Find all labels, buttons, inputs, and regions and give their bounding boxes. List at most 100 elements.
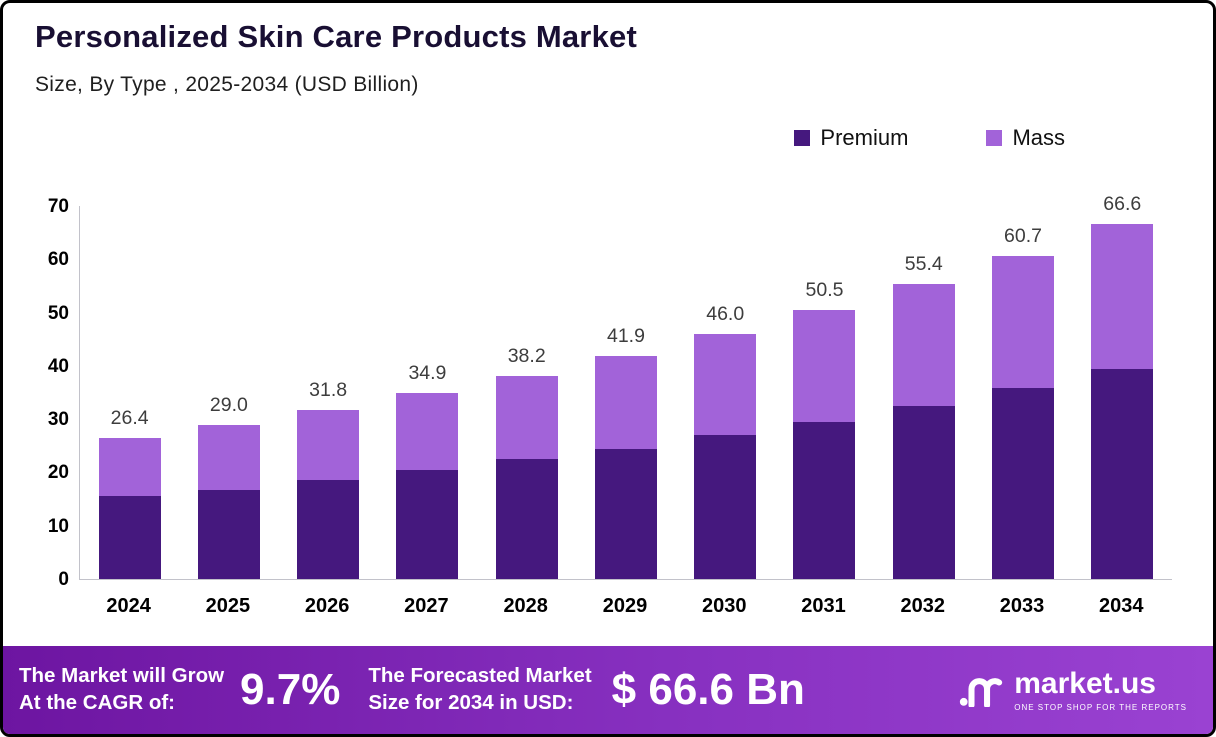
y-tick-label: 70 xyxy=(47,196,69,217)
legend-item-mass: Mass xyxy=(986,125,1065,151)
cagr-label: The Market will Grow At the CAGR of: xyxy=(19,663,224,716)
bar-stack-2033: 60.7 xyxy=(992,225,1055,579)
bar-total-label: 46.0 xyxy=(706,302,745,325)
bar-total-label: 50.5 xyxy=(805,278,844,301)
x-axis-label: 2031 xyxy=(801,595,846,617)
forecast-label: The Forecasted Market Size for 2034 in U… xyxy=(368,663,591,716)
y-tick-label: 50 xyxy=(47,302,69,324)
bar-stack-2031: 50.5 xyxy=(793,279,856,579)
bar-segment-premium xyxy=(297,479,360,579)
forecast-value: $ 66.6 Bn xyxy=(611,665,805,714)
bar-slot: 41.9 xyxy=(576,325,675,579)
y-tick-label: 0 xyxy=(58,569,69,590)
legend-item-premium: Premium xyxy=(794,125,908,151)
bar-stack-2034: 66.6 xyxy=(1091,193,1154,579)
bar-segment-mass xyxy=(992,255,1055,389)
bar-slot: 34.9 xyxy=(378,362,477,579)
market-us-logo-icon xyxy=(958,669,1004,712)
bar-total-label: 34.9 xyxy=(408,362,447,385)
brand-tagline: ONE STOP SHOP FOR THE REPORTS xyxy=(1014,702,1187,712)
bar-segment-mass xyxy=(495,375,558,459)
bar-slot: 66.6 xyxy=(1073,193,1172,579)
bar-segment-premium xyxy=(98,496,161,579)
footer-banner: The Market will Grow At the CAGR of: 9.7… xyxy=(3,646,1213,734)
bar-segment-mass xyxy=(892,283,955,406)
bar-total-label: 41.9 xyxy=(606,324,645,347)
x-axis-label: 2027 xyxy=(404,595,449,617)
bar-total-label: 26.4 xyxy=(110,407,149,430)
bar-total-label: 60.7 xyxy=(1004,224,1042,247)
bar-segment-premium xyxy=(892,405,955,579)
bar-segment-mass xyxy=(594,355,657,449)
bar-stack-2026: 31.8 xyxy=(297,379,360,579)
bar-slot: 26.4 xyxy=(80,407,179,579)
x-axis-label: 2034 xyxy=(1099,595,1144,617)
cagr-label-line1: The Market will Grow xyxy=(19,664,225,688)
premium-swatch-icon xyxy=(794,130,811,146)
legend-label-premium: Premium xyxy=(820,125,909,150)
bar-stack-2024: 26.4 xyxy=(98,407,161,579)
bar-slot: 55.4 xyxy=(874,253,973,579)
bar-segment-premium xyxy=(594,448,657,579)
bar-segment-mass xyxy=(197,424,260,490)
bar-segment-mass xyxy=(1091,224,1154,370)
cagr-value: 9.7% xyxy=(240,665,341,714)
y-tick-label: 10 xyxy=(47,515,69,537)
bar-segment-premium xyxy=(197,489,260,579)
x-axis-label: 2026 xyxy=(304,595,350,617)
y-tick-label: 30 xyxy=(47,409,69,431)
x-axis-label: 2028 xyxy=(503,595,548,617)
y-axis: 0 10 20 30 40 50 60 70 xyxy=(29,197,73,589)
chart-subtitle: Size, By Type , 2025-2034 (USD Billion) xyxy=(35,73,419,96)
brand-name: market.us xyxy=(1014,666,1156,700)
bar-total-label: 66.6 xyxy=(1103,193,1142,216)
bar-slot: 38.2 xyxy=(477,345,576,579)
bar-slot: 31.8 xyxy=(279,379,378,579)
x-axis-label: 2033 xyxy=(999,595,1045,617)
bar-stack-2028: 38.2 xyxy=(495,345,558,579)
bar-segment-premium xyxy=(992,388,1055,579)
bar-stack-2025: 29.0 xyxy=(197,394,260,579)
bar-segment-premium xyxy=(396,469,459,579)
forecast-label-line1: The Forecasted Market xyxy=(368,664,592,688)
x-axis-label: 2025 xyxy=(205,595,251,617)
bar-segment-mass xyxy=(98,438,161,497)
y-tick-label: 20 xyxy=(47,462,69,484)
bar-total-label: 29.0 xyxy=(209,393,248,416)
bar-segment-mass xyxy=(694,333,757,436)
bar-stack-2030: 46.0 xyxy=(694,303,757,579)
bar-segment-mass xyxy=(396,393,459,470)
forecast-label-line2: Size for 2034 in USD: xyxy=(368,691,574,714)
legend: Premium Mass xyxy=(794,125,1065,151)
bar-slot: 29.0 xyxy=(179,394,278,579)
bar-segment-mass xyxy=(297,409,360,480)
bar-slot: 60.7 xyxy=(973,225,1072,579)
y-tick-label: 40 xyxy=(47,355,69,377)
bar-segment-premium xyxy=(694,435,757,579)
bar-total-label: 31.8 xyxy=(309,378,348,401)
bar-segment-premium xyxy=(495,458,558,579)
bar-total-label: 55.4 xyxy=(904,252,943,275)
chart-title: Personalized Skin Care Products Market xyxy=(35,19,637,54)
cagr-label-line2: At the CAGR of: xyxy=(19,691,176,714)
x-axis-label: 2029 xyxy=(602,595,648,617)
legend-label-mass: Mass xyxy=(1012,125,1065,150)
x-axis-label: 2030 xyxy=(701,595,747,617)
plot-area: 26.4 29.0 31.8 34.9 38.2 41.9 46.0 50.5 55.4 60.7… xyxy=(79,193,1172,580)
bar-slot: 46.0 xyxy=(676,303,775,579)
x-axis-label: 2024 xyxy=(106,595,151,617)
bar-segment-premium xyxy=(793,421,856,579)
brand-text: market.us ONE STOP SHOP FOR THE REPORTS xyxy=(1014,666,1187,712)
x-axis: 2024 2025 2026 2027 2028 2029 2030 2031 2032 2033… xyxy=(79,595,1171,618)
bar-segment-mass xyxy=(793,309,856,422)
mass-swatch-icon xyxy=(986,130,1003,146)
y-tick-label: 60 xyxy=(47,249,69,271)
bar-slot: 50.5 xyxy=(775,279,874,579)
market-us-logo: market.us ONE STOP SHOP FOR THE REPORTS xyxy=(958,666,1197,712)
x-axis-label: 2032 xyxy=(900,595,946,617)
bar-stack-2027: 34.9 xyxy=(396,362,459,579)
bar-total-label: 38.2 xyxy=(507,344,546,367)
bar-segment-premium xyxy=(1091,369,1154,579)
bar-stack-2032: 55.4 xyxy=(892,253,955,579)
